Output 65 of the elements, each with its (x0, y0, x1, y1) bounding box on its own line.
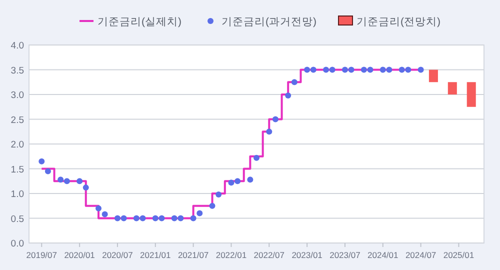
x-tick-label: 2022/01 (216, 250, 247, 260)
point (76, 178, 83, 184)
point (114, 215, 120, 222)
point (386, 66, 392, 73)
x-tick-label: 2020/01 (64, 250, 96, 260)
point (228, 180, 234, 186)
point (418, 66, 424, 73)
point (360, 66, 367, 73)
point (310, 66, 316, 73)
point (304, 66, 310, 73)
point (348, 66, 354, 73)
point (367, 66, 374, 73)
x-tick-label: 2025/01 (443, 250, 474, 260)
point (152, 215, 158, 222)
point (342, 66, 348, 73)
x-tick-label: 2024/07 (405, 250, 436, 260)
point (216, 191, 222, 198)
point (234, 178, 241, 184)
point (329, 66, 336, 73)
y-tick-label: 3.0 (10, 90, 24, 101)
x-tick-label: 2024/01 (368, 250, 399, 260)
point (196, 210, 203, 216)
legend-label: 기준금리(과거전망) (222, 16, 316, 28)
y-tick-label: 3.5 (10, 65, 24, 76)
point (209, 202, 216, 209)
point (405, 66, 412, 73)
legend-label: 기준금리(전망치) (356, 16, 440, 28)
legend-label: 기준금리(실제치) (98, 16, 182, 28)
x-tick-label: 2020/07 (102, 250, 134, 260)
point (58, 176, 64, 183)
point (178, 215, 184, 222)
point (190, 215, 196, 222)
point (64, 178, 70, 184)
y-tick-label: 0.5 (10, 214, 24, 225)
point (82, 184, 89, 191)
y-tick-label: 0.0 (10, 238, 24, 250)
x-tick-label: 2021/01 (140, 250, 172, 260)
point (158, 215, 165, 222)
point (102, 211, 108, 218)
y-tick-label: 2.0 (10, 140, 24, 150)
point (247, 176, 254, 183)
point (133, 215, 140, 222)
x-tick-label: 2022/07 (254, 250, 285, 260)
point (323, 66, 330, 73)
x-tick-label: 2019/07 (26, 250, 58, 260)
point (254, 154, 260, 161)
point (96, 205, 102, 212)
point (44, 168, 51, 174)
x-tick-label: 2023/07 (330, 250, 361, 260)
point (38, 158, 45, 164)
point (291, 79, 298, 86)
y-tick-label: 1.5 (10, 164, 24, 176)
point (285, 92, 292, 98)
point (140, 215, 146, 222)
point (272, 116, 278, 122)
y-tick-label: 2.5 (10, 114, 24, 126)
x-tick-label: 2023/01 (292, 250, 323, 260)
x-tick-label: 2021/07 (178, 250, 209, 260)
point (380, 66, 386, 73)
point (266, 128, 272, 135)
y-tick-label: 1.0 (10, 189, 24, 200)
point (171, 215, 178, 222)
point (398, 66, 405, 73)
point (120, 215, 127, 222)
y-tick-label: 4.0 (10, 40, 24, 52)
